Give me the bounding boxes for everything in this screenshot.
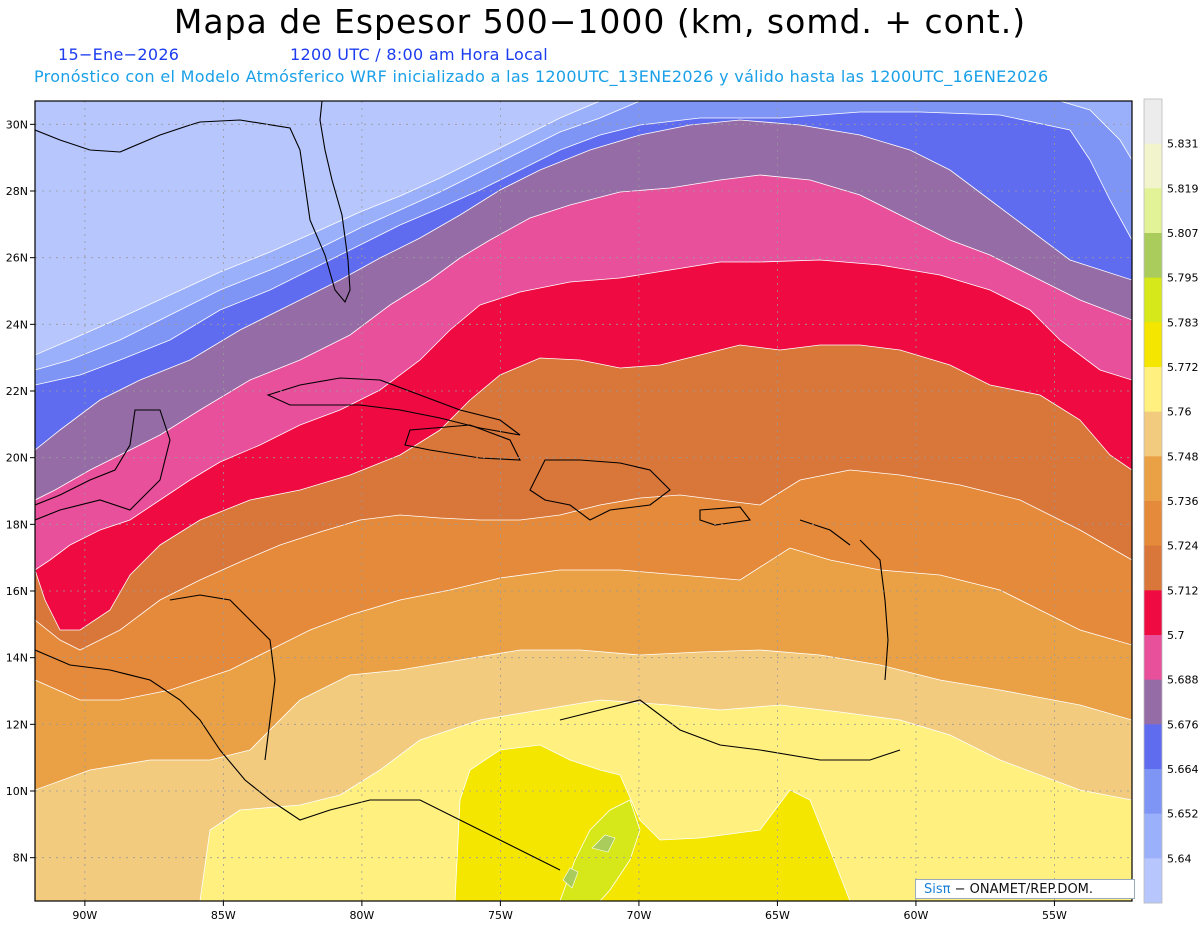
colorbar-swatch [1144, 143, 1162, 189]
lon-label: 70W [626, 909, 651, 922]
colorbar-labels: 5.831 5.819 5.807 5.795 5.783 5.772 5.76 5.748 5… [1167, 138, 1199, 866]
lat-label: 18N [6, 518, 28, 531]
colorbar-swatch [1144, 233, 1162, 279]
band-5795-pocket [562, 834, 616, 889]
coastlines [35, 101, 901, 871]
lon-label: 80W [349, 909, 374, 922]
colorbar-label: 5.724 [1167, 540, 1199, 553]
colorbar-swatch [1144, 724, 1162, 770]
colorbar-swatch [1144, 501, 1162, 547]
colorbar-label: 5.676 [1167, 718, 1199, 731]
colorbar-swatch [1144, 411, 1162, 457]
colorbar-label: 5.652 [1167, 808, 1199, 821]
lon-label: 65W [765, 909, 790, 922]
latitude-labels: 30N 28N 26N 24N 22N 20N 18N 16N 14N 12N 10N 8N [6, 118, 35, 865]
colorbar-swatch [1144, 769, 1162, 815]
colorbar-label: 5.736 [1167, 495, 1199, 508]
colorbar-swatch [1144, 545, 1162, 591]
lat-label: 26N [6, 252, 28, 265]
forecast-date: 15−Ene−2026 [58, 45, 180, 64]
colorbar-swatch [1144, 590, 1162, 636]
colorbar-label: 5.64 [1167, 852, 1192, 865]
band-5783-pocket [559, 799, 641, 901]
colorbar-swatch [1144, 635, 1162, 681]
lat-label: 16N [6, 585, 28, 598]
colorbar-label: 5.783 [1167, 316, 1199, 329]
lat-label: 22N [6, 385, 28, 398]
colorbar-label: 5.712 [1167, 584, 1199, 597]
lat-label: 8N [13, 852, 28, 865]
lon-label: 55W [1042, 909, 1067, 922]
colorbar-label: 5.819 [1167, 182, 1199, 195]
colorbar-label: 5.748 [1167, 450, 1199, 463]
forecast-description: Pronóstico con el Modelo Atmósferico WRF… [34, 67, 1049, 86]
lon-label: 60W [903, 909, 928, 922]
colorbar-label: 5.831 [1167, 138, 1199, 151]
colorbar-swatch [1144, 99, 1162, 145]
lat-label: 24N [6, 318, 28, 331]
colorbar-label: 5.664 [1167, 763, 1199, 776]
colorbar-label: 5.795 [1167, 272, 1199, 285]
colorbar-swatch [1144, 456, 1162, 502]
colorbar-swatch [1144, 188, 1162, 234]
lon-label: 85W [211, 909, 236, 922]
credit-text: − ONAMET/REP.DOM. [954, 882, 1094, 897]
colorbar [1143, 98, 1163, 904]
forecast-time: 1200 UTC / 8:00 am Hora Local [290, 45, 549, 64]
credit-box: Sisπ − ONAMET/REP.DOM. [915, 879, 1135, 899]
lat-label: 30N [6, 118, 28, 131]
colorbar-swatch [1144, 679, 1162, 725]
lat-label: 12N [6, 718, 28, 731]
colorbar-label: 5.76 [1167, 406, 1192, 419]
lat-label: 10N [6, 785, 28, 798]
map-frame [34, 100, 1133, 902]
colorbar-label: 5.7 [1167, 629, 1185, 642]
longitude-labels: 90W 85W 80W 75W 70W 65W 60W 55W [72, 901, 1067, 922]
lon-label: 90W [72, 909, 97, 922]
colorbar-swatch [1144, 367, 1162, 413]
band-5772-pocket [454, 744, 851, 901]
colorbar-label: 5.688 [1167, 674, 1199, 687]
colorbar-swatch [1144, 277, 1162, 323]
lon-label: 75W [488, 909, 513, 922]
lat-label: 20N [6, 452, 28, 465]
credit-brand: Sisπ [924, 882, 951, 897]
map-title: Mapa de Espesor 500−1000 (km, somd. + co… [173, 2, 1027, 41]
lat-lon-grid [35, 101, 1132, 901]
colorbar-swatch [1144, 813, 1162, 859]
colorbar-swatch [1144, 322, 1162, 368]
lat-label: 14N [6, 652, 28, 665]
colorbar-swatch [1144, 858, 1162, 904]
map-area [35, 101, 1132, 901]
colorbar-frame [1143, 98, 1163, 904]
colorbar-label: 5.772 [1167, 361, 1199, 374]
colorbar-label: 5.807 [1167, 227, 1199, 240]
lat-label: 28N [6, 185, 28, 198]
band-5628 [35, 101, 601, 356]
